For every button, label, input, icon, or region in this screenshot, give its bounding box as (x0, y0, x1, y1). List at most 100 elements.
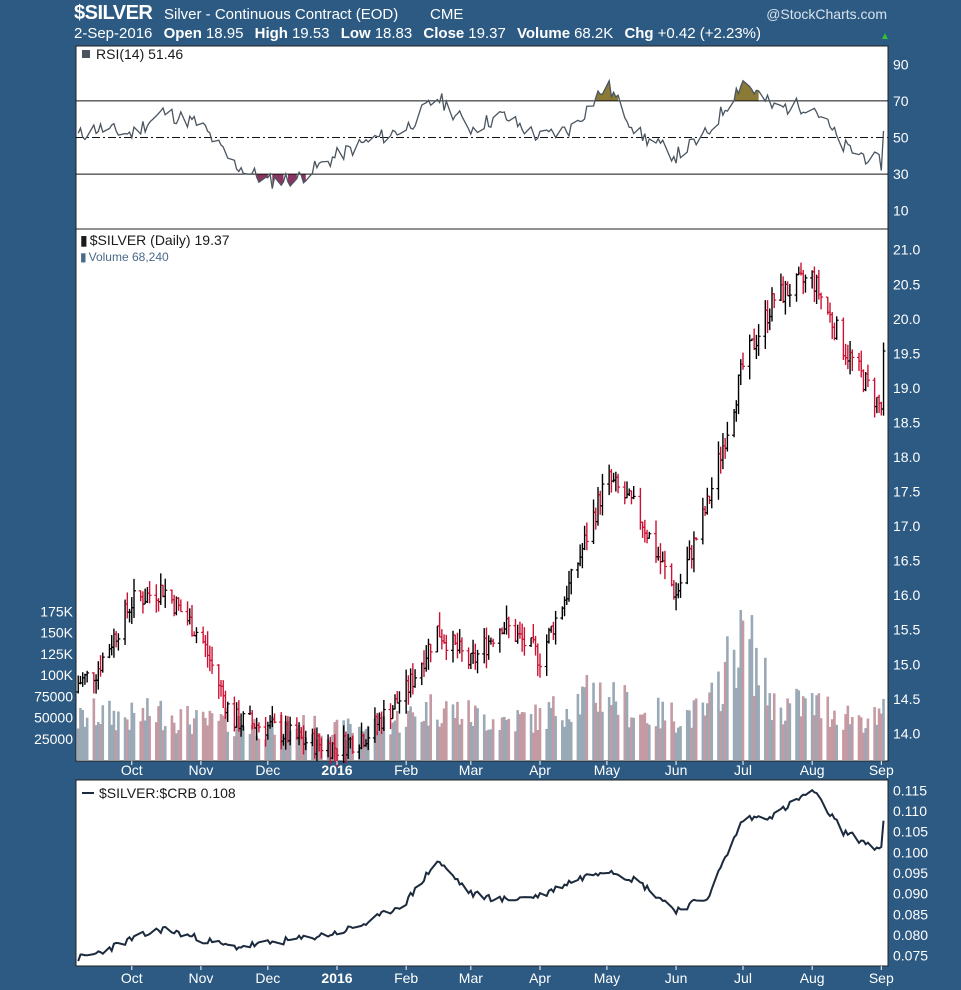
volume-bar (875, 724, 879, 760)
volume-bar (407, 710, 410, 760)
volume-bar (706, 703, 709, 760)
price-x-tick-label: Feb (394, 762, 418, 778)
rsi-tick-label: 30 (893, 166, 909, 182)
volume-bar (219, 714, 223, 760)
volume-bar (581, 686, 584, 760)
ratio-tick-label: 0.100 (893, 844, 928, 860)
volume-bar (382, 716, 386, 760)
ratio-x-tick-label: Jun (665, 970, 688, 986)
volume-bar (569, 721, 573, 760)
price-tick-label: 20.5 (893, 276, 920, 292)
volume-bar (482, 714, 486, 760)
volume-bar (828, 726, 832, 760)
volume-bar (268, 724, 272, 760)
price-tick-label: 18.0 (893, 449, 920, 465)
volume-bar (161, 730, 165, 760)
volume-bar (130, 702, 134, 760)
price-tick-label: 19.5 (893, 345, 920, 361)
volume-bar (710, 682, 714, 760)
volume-bar (424, 701, 428, 760)
volume-bar (498, 729, 502, 760)
volume-bar (717, 671, 720, 760)
volume-bar (752, 695, 756, 760)
volume-bar (500, 717, 504, 760)
volume-bar (398, 732, 401, 760)
price-tick-label: 14.5 (893, 691, 920, 707)
price-legend: ▮ $SILVER (Daily) 19.37 ▮ Volume 68,240 (80, 232, 230, 264)
volume-bar (685, 709, 689, 760)
volume-bar (518, 714, 522, 760)
volume-tick-label: 25000 (34, 731, 73, 747)
ratio-tick-label: 0.115 (893, 782, 927, 798)
volume-bar (242, 726, 245, 760)
price-x-tick-label: Dec (255, 762, 280, 778)
price-x-tick-label: Sep (869, 762, 894, 778)
ratio-x-tick-label: Oct (121, 970, 143, 986)
volume-bar (862, 732, 865, 760)
volume-bar (864, 728, 867, 760)
volume-bar (170, 715, 174, 760)
volume-bar (645, 723, 649, 760)
volume-bar (547, 702, 551, 760)
volume-bar (474, 705, 477, 760)
close-label: Close (423, 25, 465, 42)
volume-bar (471, 725, 475, 760)
volume-bar (576, 693, 580, 760)
volume-bar (596, 711, 600, 760)
volume-bar (503, 716, 506, 760)
ratio-tick-label: 0.085 (893, 906, 928, 922)
volume-bar (726, 636, 729, 760)
volume-bar (563, 726, 566, 760)
volume-bar (851, 716, 854, 760)
volume-bar (536, 729, 540, 760)
symbol-description: Silver - Continuous Contract (EOD) (164, 6, 399, 23)
volume-bar (440, 723, 444, 760)
volume-bar (179, 709, 183, 760)
ratio-tick-label: 0.080 (893, 927, 928, 943)
low-label: Low (340, 25, 371, 42)
volume-bar (639, 714, 642, 760)
volume-bar (632, 717, 635, 760)
volume-bar (108, 700, 111, 760)
volume-bar (598, 682, 602, 760)
price-tick-label: 16.5 (893, 553, 920, 569)
volume-bar (413, 716, 417, 760)
volume-bar (427, 725, 430, 760)
volume-bar (141, 707, 145, 760)
volume-bar (719, 711, 722, 760)
stockcharts-logo[interactable]: @StockCharts.com (766, 6, 887, 22)
volume-bar (654, 726, 658, 760)
volume-bar (788, 703, 792, 760)
volume-bar (594, 702, 598, 760)
volume-bar (616, 714, 620, 760)
volume-legend-label: ▮ Volume 68,240 (80, 250, 169, 264)
ratio-legend-label: $SILVER:$CRB 0.108 (99, 785, 236, 801)
volume-bar (85, 717, 89, 760)
rsi-legend: RSI(14) 51.46 (82, 46, 183, 62)
rsi-oversold-fill (301, 174, 306, 183)
volume-bar (585, 674, 589, 760)
volume-bar (804, 698, 807, 760)
price-x-tick-label: Nov (188, 762, 213, 778)
volume-bar (469, 722, 473, 760)
volume-bar (545, 728, 548, 760)
volume-bar (670, 702, 673, 760)
volume-bar (420, 721, 424, 760)
volume-bar (295, 728, 299, 760)
volume-bar (206, 725, 209, 760)
volume-bar (748, 639, 751, 760)
chart-header: $SILVER Silver - Continuous Contract (EO… (0, 0, 961, 46)
volume-bar (592, 682, 595, 760)
volume-bar (514, 731, 517, 760)
price-tick-label: 17.5 (893, 484, 920, 500)
volume-bar (846, 705, 850, 760)
volume-bar (507, 718, 511, 760)
volume-bar (159, 700, 163, 760)
volume-bar (523, 712, 526, 760)
price-x-tick-label: Oct (121, 762, 143, 778)
volume-bar (766, 705, 769, 760)
volume-bar (529, 714, 533, 760)
volume-bar (451, 704, 455, 760)
volume-bar (264, 739, 267, 760)
